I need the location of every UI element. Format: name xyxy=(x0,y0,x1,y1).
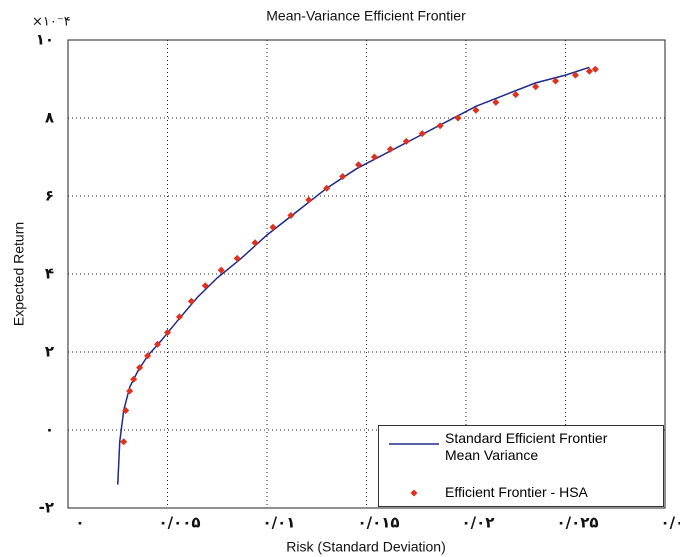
hsa-point xyxy=(269,223,277,231)
hsa-point xyxy=(552,77,560,85)
hsa-point xyxy=(512,91,520,99)
hsa-point xyxy=(201,282,209,290)
frontier-line xyxy=(117,66,590,485)
legend-marker xyxy=(410,489,418,497)
y-tick-label: ۶ xyxy=(45,187,54,205)
hsa-point xyxy=(233,254,241,262)
hsa-point xyxy=(436,122,444,130)
y-tick-label: ۱۰ xyxy=(36,31,54,49)
hsa-point xyxy=(217,266,225,274)
hsa-point xyxy=(287,212,295,219)
hsa-point xyxy=(175,313,183,321)
hsa-point xyxy=(571,71,579,79)
y-tick-label: -۲ xyxy=(39,499,54,517)
hsa-point xyxy=(305,196,313,204)
hsa-point xyxy=(492,98,500,106)
hsa-point xyxy=(585,67,593,75)
x-tick-label: ۰ xyxy=(75,514,84,532)
hsa-point xyxy=(472,106,480,114)
hsa-point xyxy=(144,352,152,360)
y-axis-label: Expected Return xyxy=(11,222,27,326)
legend-label: Efficient Frontier - HSA xyxy=(445,484,588,500)
chart-title: Mean-Variance Efficient Frontier xyxy=(266,8,466,24)
hsa-point xyxy=(126,387,134,395)
legend-key xyxy=(389,443,439,445)
legend: Standard Efficient Frontier Mean Varianc… xyxy=(378,425,664,507)
hsa-point xyxy=(370,153,378,161)
hsa-point xyxy=(164,329,171,336)
legend-label: Standard Efficient Frontier Mean Varianc… xyxy=(445,430,608,463)
hsa-point xyxy=(323,184,331,192)
hsa-point xyxy=(418,130,426,138)
x-tick-label: ۰/۰۰۵ xyxy=(158,514,200,532)
hsa-point xyxy=(130,375,138,383)
hsa-point xyxy=(532,83,540,91)
y-tick-label: ۲ xyxy=(45,343,54,361)
y-tick-label: ۸ xyxy=(45,109,54,127)
hsa-point xyxy=(454,114,462,122)
y-multiplier: ×۱۰⁻۴ xyxy=(32,15,71,30)
hsa-point xyxy=(339,173,347,180)
legend-key xyxy=(410,489,418,497)
y-tick-label: ۴ xyxy=(45,265,54,283)
x-axis-label: Risk (Standard Deviation) xyxy=(286,539,446,555)
x-tick-label: ۰/۰۱ xyxy=(263,514,296,532)
x-tick-label: ۰/۰۲۵ xyxy=(556,514,598,532)
x-tick-label: ۰/۰۱۵ xyxy=(357,514,399,532)
x-tick-label: ۰/۰۳ xyxy=(661,514,680,532)
legend-item: Standard Efficient Frontier Mean Varianc… xyxy=(379,430,607,464)
hsa-point xyxy=(154,340,162,348)
x-tick-label: ۰/۰۲ xyxy=(462,514,495,532)
y-tick-label: ۰ xyxy=(45,421,54,439)
hsa-point xyxy=(386,145,394,153)
hsa-point xyxy=(187,297,195,305)
hsa-point xyxy=(402,137,410,145)
hsa-point xyxy=(120,438,128,446)
hsa-point xyxy=(591,65,599,73)
hsa-point xyxy=(136,364,144,372)
hsa-point xyxy=(122,407,130,414)
legend-item: Efficient Frontier - HSA xyxy=(379,484,588,501)
hsa-point xyxy=(251,239,259,247)
hsa-point xyxy=(355,161,363,169)
